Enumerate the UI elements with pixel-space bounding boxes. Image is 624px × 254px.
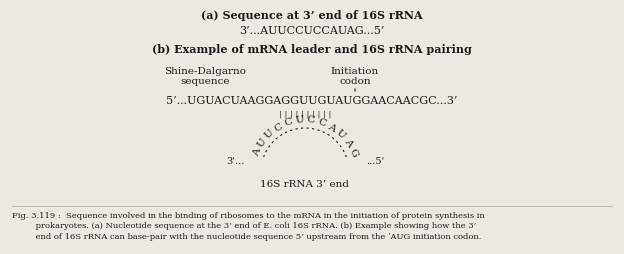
Text: U: U [295,115,305,125]
Text: ...5': ...5' [366,157,384,166]
Text: 3'...: 3'... [226,157,244,166]
Text: 16S rRNA 3’ end: 16S rRNA 3’ end [260,180,349,189]
Text: Fig. 3.119 :  Sequence involved in the binding of ribosomes to the mRNA in the i: Fig. 3.119 : Sequence involved in the bi… [12,212,485,241]
Text: U: U [263,128,276,140]
Text: C: C [273,121,284,133]
Text: 3’...AUUCCUCCAUAG...5’: 3’...AUUCCUCCAUAG...5’ [240,26,384,36]
Text: U: U [334,128,347,140]
Text: A: A [342,137,354,148]
Text: 5’...UGUACUAAGGAGGUUGUAUGGAACAACGC...3’: 5’...UGUACUAAGGAGGUUGUAUGGAACAACGC...3’ [167,96,457,106]
Text: (a) Sequence at 3’ end of 16S rRNA: (a) Sequence at 3’ end of 16S rRNA [201,10,423,21]
Text: sequence: sequence [180,77,230,86]
Text: codon: codon [339,77,371,86]
Text: A: A [326,122,337,133]
Text: C: C [283,117,294,128]
Text: Shine-Dalgarno: Shine-Dalgarno [164,67,246,76]
Text: G: G [348,147,359,158]
Text: C: C [316,117,327,128]
Text: C: C [306,115,315,125]
Text: A: A [251,147,262,158]
Text: Initiation: Initiation [331,67,379,76]
Text: | | | | | | | | | |: | | | | | | | | | | [279,111,331,119]
Text: (b) Example of mRNA leader and 16S rRNA pairing: (b) Example of mRNA leader and 16S rRNA … [152,44,472,55]
Text: U: U [256,136,268,149]
